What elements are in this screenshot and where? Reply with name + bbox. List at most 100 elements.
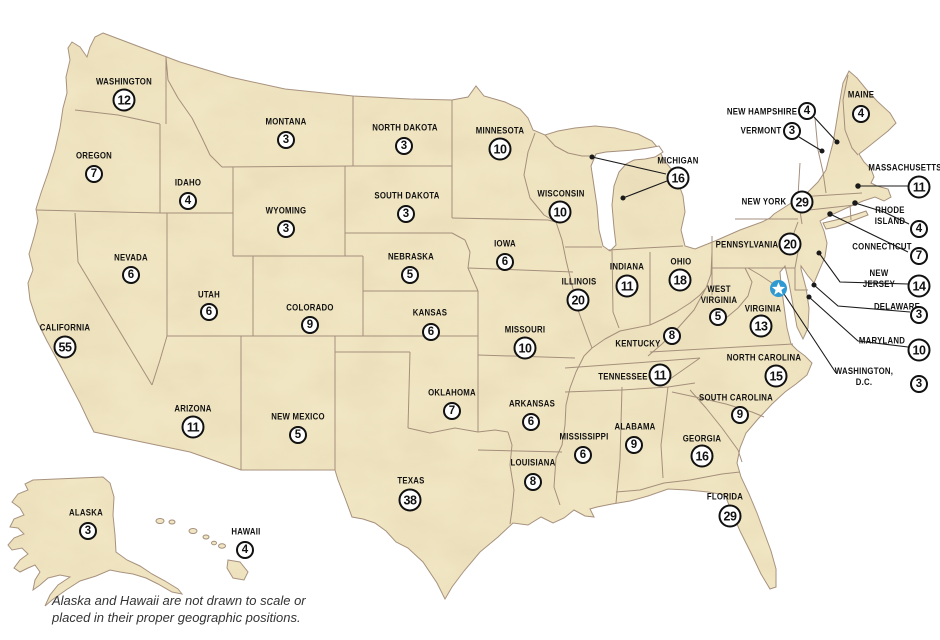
electoral-votes-montana: 3 [277,131,295,149]
electoral-votes-kansas: 6 [422,323,440,341]
lake-michigan [590,145,664,252]
state-label-indiana: INDIANA [609,261,645,273]
state-label-new-mexico: NEW MEXICO [271,411,325,423]
electoral-votes-idaho: 4 [179,192,197,210]
state-label-virginia: VIRGINIA [744,303,782,315]
electoral-votes-missouri: 10 [513,336,537,360]
electoral-votes-north-dakota: 3 [395,137,413,155]
state-label-vermont: VERMONT [740,125,782,137]
state-label-hawaii: HAWAII [231,526,261,538]
state-label-california: CALIFORNIA [39,322,91,334]
electoral-votes-hawaii: 4 [236,541,254,559]
state-label-arizona: ARIZONA [174,403,212,415]
state-borders [35,56,863,525]
electoral-votes-west-virginia: 5 [709,308,727,326]
electoral-votes-michigan: 16 [666,166,690,190]
state-label-washington: WASHINGTON [96,76,152,88]
state-label-rhode-island: RHODE ISLAND [874,205,906,227]
state-label-nebraska: NEBRASKA [387,251,435,263]
state-label-massachusetts: MASSACHUSETTS [868,162,940,174]
state-label-utah: UTAH [197,289,221,301]
state-label-delaware: DELAWARE [873,301,921,313]
electoral-votes-virginia: 13 [749,314,773,338]
electoral-votes-connecticut: 7 [910,247,928,265]
state-label-michigan: MICHIGAN [657,155,699,167]
state-label-georgia: GEORGIA [682,433,722,445]
electoral-votes-north-carolina: 15 [764,364,788,388]
washington-dc-marker [770,280,787,297]
electoral-votes-washington: 12 [112,88,136,112]
electoral-votes-minnesota: 10 [488,137,512,161]
state-label-oklahoma: OKLAHOMA [428,387,476,399]
electoral-votes-maine: 4 [852,105,870,123]
electoral-votes-mississippi: 6 [574,446,592,464]
electoral-votes-kentucky: 8 [663,327,681,345]
electoral-votes-washington-d-c: 3 [910,375,928,393]
state-label-pennsylvania: PENNSYLVANIA [715,239,779,251]
state-label-alaska: ALASKA [69,507,103,519]
state-label-wyoming: WYOMING [265,205,307,217]
state-label-kansas: KANSAS [412,307,448,319]
electoral-votes-oklahoma: 7 [443,402,461,420]
electoral-votes-alabama: 9 [625,436,643,454]
electoral-votes-south-dakota: 3 [397,205,415,223]
state-label-connecticut: CONNECTICUT [852,241,912,253]
state-label-maine: MAINE [847,89,875,101]
electoral-votes-florida: 29 [718,504,742,528]
footnote-line-2: placed in their proper geographic positi… [52,610,301,625]
state-label-colorado: COLORADO [286,302,334,314]
electoral-votes-arkansas: 6 [522,413,540,431]
leader-lines [589,116,911,374]
state-label-south-carolina: SOUTH CAROLINA [699,392,773,404]
electoral-votes-tennessee: 11 [648,363,672,387]
electoral-votes-indiana: 11 [615,274,639,298]
state-label-new-jersey: NEW JERSEY [862,268,896,290]
electoral-votes-south-carolina: 9 [731,406,749,424]
electoral-votes-utah: 6 [200,303,218,321]
state-label-north-dakota: NORTH DAKOTA [372,122,438,134]
electoral-votes-maryland: 10 [907,338,931,362]
state-label-tennessee: TENNESSEE [598,371,648,383]
state-label-illinois: ILLINOIS [561,276,597,288]
electoral-votes-new-jersey: 14 [907,274,931,298]
state-label-south-dakota: SOUTH DAKOTA [374,190,440,202]
electoral-votes-nebraska: 5 [401,266,419,284]
state-label-washington-d-c: WASHINGTON, D.C. [834,366,894,388]
electoral-votes-wisconsin: 10 [548,200,572,224]
electoral-votes-vermont: 3 [783,122,801,140]
electoral-votes-new-york: 29 [790,190,814,214]
state-label-arkansas: ARKANSAS [508,398,556,410]
hawaii-islands [155,518,249,581]
state-label-missouri: MISSOURI [504,324,546,336]
electoral-votes-nevada: 6 [122,266,140,284]
state-label-kentucky: KENTUCKY [615,338,661,350]
electoral-votes-rhode-island: 4 [910,220,928,238]
electoral-votes-iowa: 6 [496,253,514,271]
state-label-texas: TEXAS [397,475,425,487]
electoral-votes-texas: 38 [398,488,422,512]
state-label-west-virginia: WEST VIRGINIA [700,284,738,306]
state-label-maryland: MARYLAND [858,335,906,347]
state-label-iowa: IOWA [494,238,516,250]
state-label-oregon: OREGON [75,150,113,162]
state-label-new-hampshire: NEW HAMPSHIRE [726,106,798,118]
footnote-line-1: Alaska and Hawaii are not drawn to scale… [52,593,306,608]
electoral-votes-georgia: 16 [690,444,714,468]
state-label-alabama: ALABAMA [614,421,656,433]
electoral-votes-oregon: 7 [85,165,103,183]
electoral-votes-massachusetts: 11 [907,175,931,199]
electoral-votes-illinois: 20 [566,288,590,312]
electoral-votes-california: 55 [53,335,77,359]
state-label-north-carolina: NORTH CAROLINA [726,352,802,364]
state-label-ohio: OHIO [670,256,692,268]
electoral-votes-pennsylvania: 20 [778,232,802,256]
electoral-votes-new-mexico: 5 [289,426,307,444]
state-label-louisiana: LOUISIANA [510,457,556,469]
landmass [7,32,897,607]
state-label-montana: MONTANA [265,116,307,128]
electoral-votes-delaware: 3 [910,306,928,324]
electoral-votes-ohio: 18 [668,268,692,292]
electoral-votes-louisiana: 8 [524,473,542,491]
